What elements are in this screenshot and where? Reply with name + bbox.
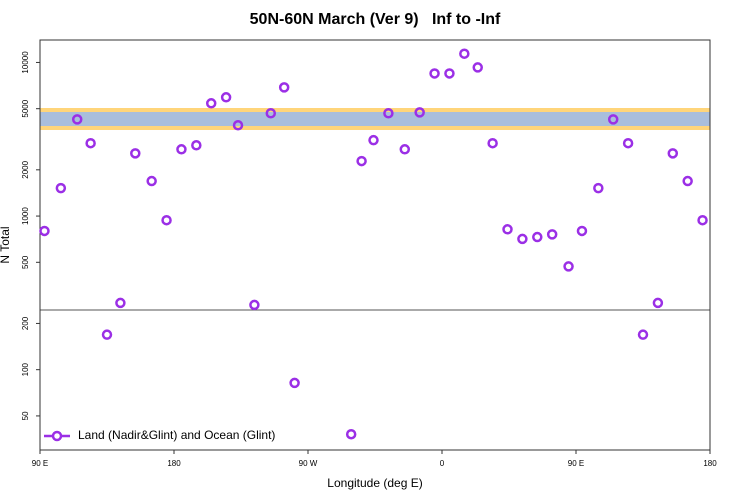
data-point: [55, 182, 67, 194]
data-point: [593, 182, 604, 194]
legend-label: Land (Nadir&Glint) and Ocean (Glint): [78, 428, 275, 442]
data-point: [667, 148, 679, 159]
x-tick-label: 90 E: [32, 459, 48, 468]
data-point: [637, 329, 649, 340]
x-tick-label: 0: [440, 459, 445, 468]
data-point: [356, 155, 367, 167]
x-tick-label: 90 W: [299, 459, 318, 468]
data-point: [115, 297, 126, 309]
x-tick-label: 180: [167, 459, 181, 468]
map-band: [40, 108, 710, 130]
data-point: [232, 120, 244, 131]
y-axis-label: N Total: [0, 226, 12, 263]
data-point: [399, 144, 411, 155]
y-tick-label: 5000: [21, 99, 30, 117]
data-point: [345, 428, 357, 440]
data-point: [472, 62, 483, 73]
y-tick-label: 500: [21, 255, 30, 269]
data-point: [517, 233, 528, 245]
y-tick-label: 10000: [21, 51, 30, 74]
data-point: [368, 134, 379, 146]
data-point: [130, 148, 141, 159]
legend-marker: [51, 430, 63, 442]
data-point: [607, 114, 619, 125]
plot-frame: [39, 39, 711, 451]
data-point: [278, 82, 290, 93]
data-point: [697, 214, 708, 226]
data-point: [146, 175, 157, 187]
data-point: [265, 107, 277, 119]
chart-title: 50N-60N March (Ver 9) Inf to -Inf: [250, 11, 501, 28]
data-point: [39, 225, 50, 237]
y-tick-label: 50: [21, 411, 30, 420]
data-point: [429, 68, 440, 79]
data-point: [220, 92, 232, 103]
y-tick-label: 200: [21, 316, 30, 330]
data-point: [502, 224, 513, 235]
data-point: [191, 140, 202, 151]
data-point: [546, 229, 558, 240]
data-point: [414, 107, 425, 118]
data-point: [487, 137, 498, 149]
data-point: [576, 225, 588, 237]
data-point: [444, 68, 455, 79]
data-point: [682, 175, 693, 187]
x-tick-label: 180: [703, 459, 717, 468]
data-point: [532, 231, 543, 243]
data-point: [459, 48, 470, 59]
data-point: [652, 297, 664, 309]
data-point: [101, 329, 113, 340]
y-tick-label: 2000: [21, 160, 30, 178]
map-ocean: [40, 112, 710, 126]
data-point: [289, 377, 300, 389]
data-point: [176, 144, 187, 155]
data-point: [205, 98, 217, 109]
data-point: [161, 214, 172, 226]
x-axis-label: Longitude (deg E): [327, 476, 422, 490]
x-tick-label: 90 E: [568, 459, 584, 468]
data-point: [622, 137, 634, 149]
data-point: [249, 299, 260, 311]
y-tick-label: 1000: [21, 207, 30, 225]
data-point: [71, 114, 83, 125]
data-point: [85, 137, 96, 149]
data-point: [383, 107, 394, 119]
y-tick-label: 100: [21, 362, 30, 376]
data-point: [563, 261, 574, 272]
